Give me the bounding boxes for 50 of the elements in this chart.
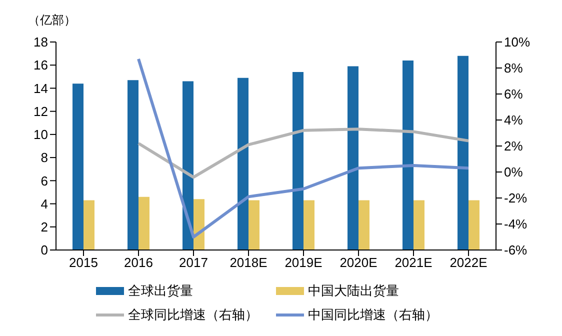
bar [248, 200, 260, 250]
legend-label: 全球出货量 [128, 282, 193, 300]
y2-tick-label: 10% [504, 34, 530, 50]
y-tick-label: 6 [40, 173, 48, 188]
bar [182, 81, 194, 250]
x-tick-label: 2017 [179, 255, 208, 270]
y2-tick-label: 4% [504, 112, 524, 128]
line-series [137, 57, 470, 238]
bar [348, 66, 358, 250]
x-tick-label: 2015 [69, 255, 98, 270]
y2-tick-label: -6% [504, 242, 528, 258]
bar [468, 200, 480, 250]
y-tick-label: 16 [34, 58, 48, 73]
bar [238, 78, 248, 250]
y2-tick-label: 2% [504, 138, 524, 154]
bar [304, 200, 314, 250]
bar [194, 199, 204, 250]
x-tick-label: 2021E [394, 255, 433, 270]
line-series [137, 128, 470, 179]
legend-label: 中国同比增速（右轴） [308, 306, 438, 324]
y-tick-label: 18 [34, 34, 48, 50]
y2-tick-label: -2% [504, 190, 528, 206]
legend-label: 中国大陆出货量 [308, 282, 399, 300]
bar [358, 200, 370, 250]
x-tick-label: 2022E [450, 255, 488, 270]
bar [414, 200, 424, 250]
x-tick-label: 2019E [284, 255, 323, 270]
y-axis-title: （亿部） [28, 12, 76, 29]
x-tick-label: 2016 [124, 255, 153, 270]
y-tick-label: 12 [34, 104, 48, 119]
y-tick-label: 2 [40, 220, 48, 235]
legend-label: 全球同比增速（右轴） [128, 306, 258, 324]
bar [128, 80, 138, 250]
y-tick-label: 0 [40, 242, 48, 258]
bar [402, 60, 414, 250]
y2-tick-label: 8% [504, 60, 524, 76]
y2-tick-label: 0% [504, 164, 524, 180]
y-tick-label: 10 [34, 127, 48, 142]
y-tick-label: 4 [40, 196, 48, 212]
y2-tick-label: 6% [504, 86, 524, 102]
bar [138, 196, 150, 250]
y-tick-label: 8 [40, 150, 48, 166]
bar [458, 56, 468, 250]
x-tick-label: 2020E [340, 255, 378, 270]
x-tick-label: 2018E [230, 255, 268, 270]
y-tick-label: 14 [34, 80, 48, 96]
bar [292, 72, 304, 250]
bar [72, 84, 84, 250]
y2-tick-label: -4% [504, 216, 528, 232]
bar [84, 200, 94, 250]
